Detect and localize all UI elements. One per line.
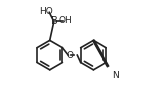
Text: OH: OH bbox=[58, 16, 72, 25]
Text: HO: HO bbox=[39, 7, 53, 16]
Text: N: N bbox=[112, 71, 119, 80]
Text: B: B bbox=[51, 16, 57, 26]
Text: O: O bbox=[66, 51, 73, 60]
